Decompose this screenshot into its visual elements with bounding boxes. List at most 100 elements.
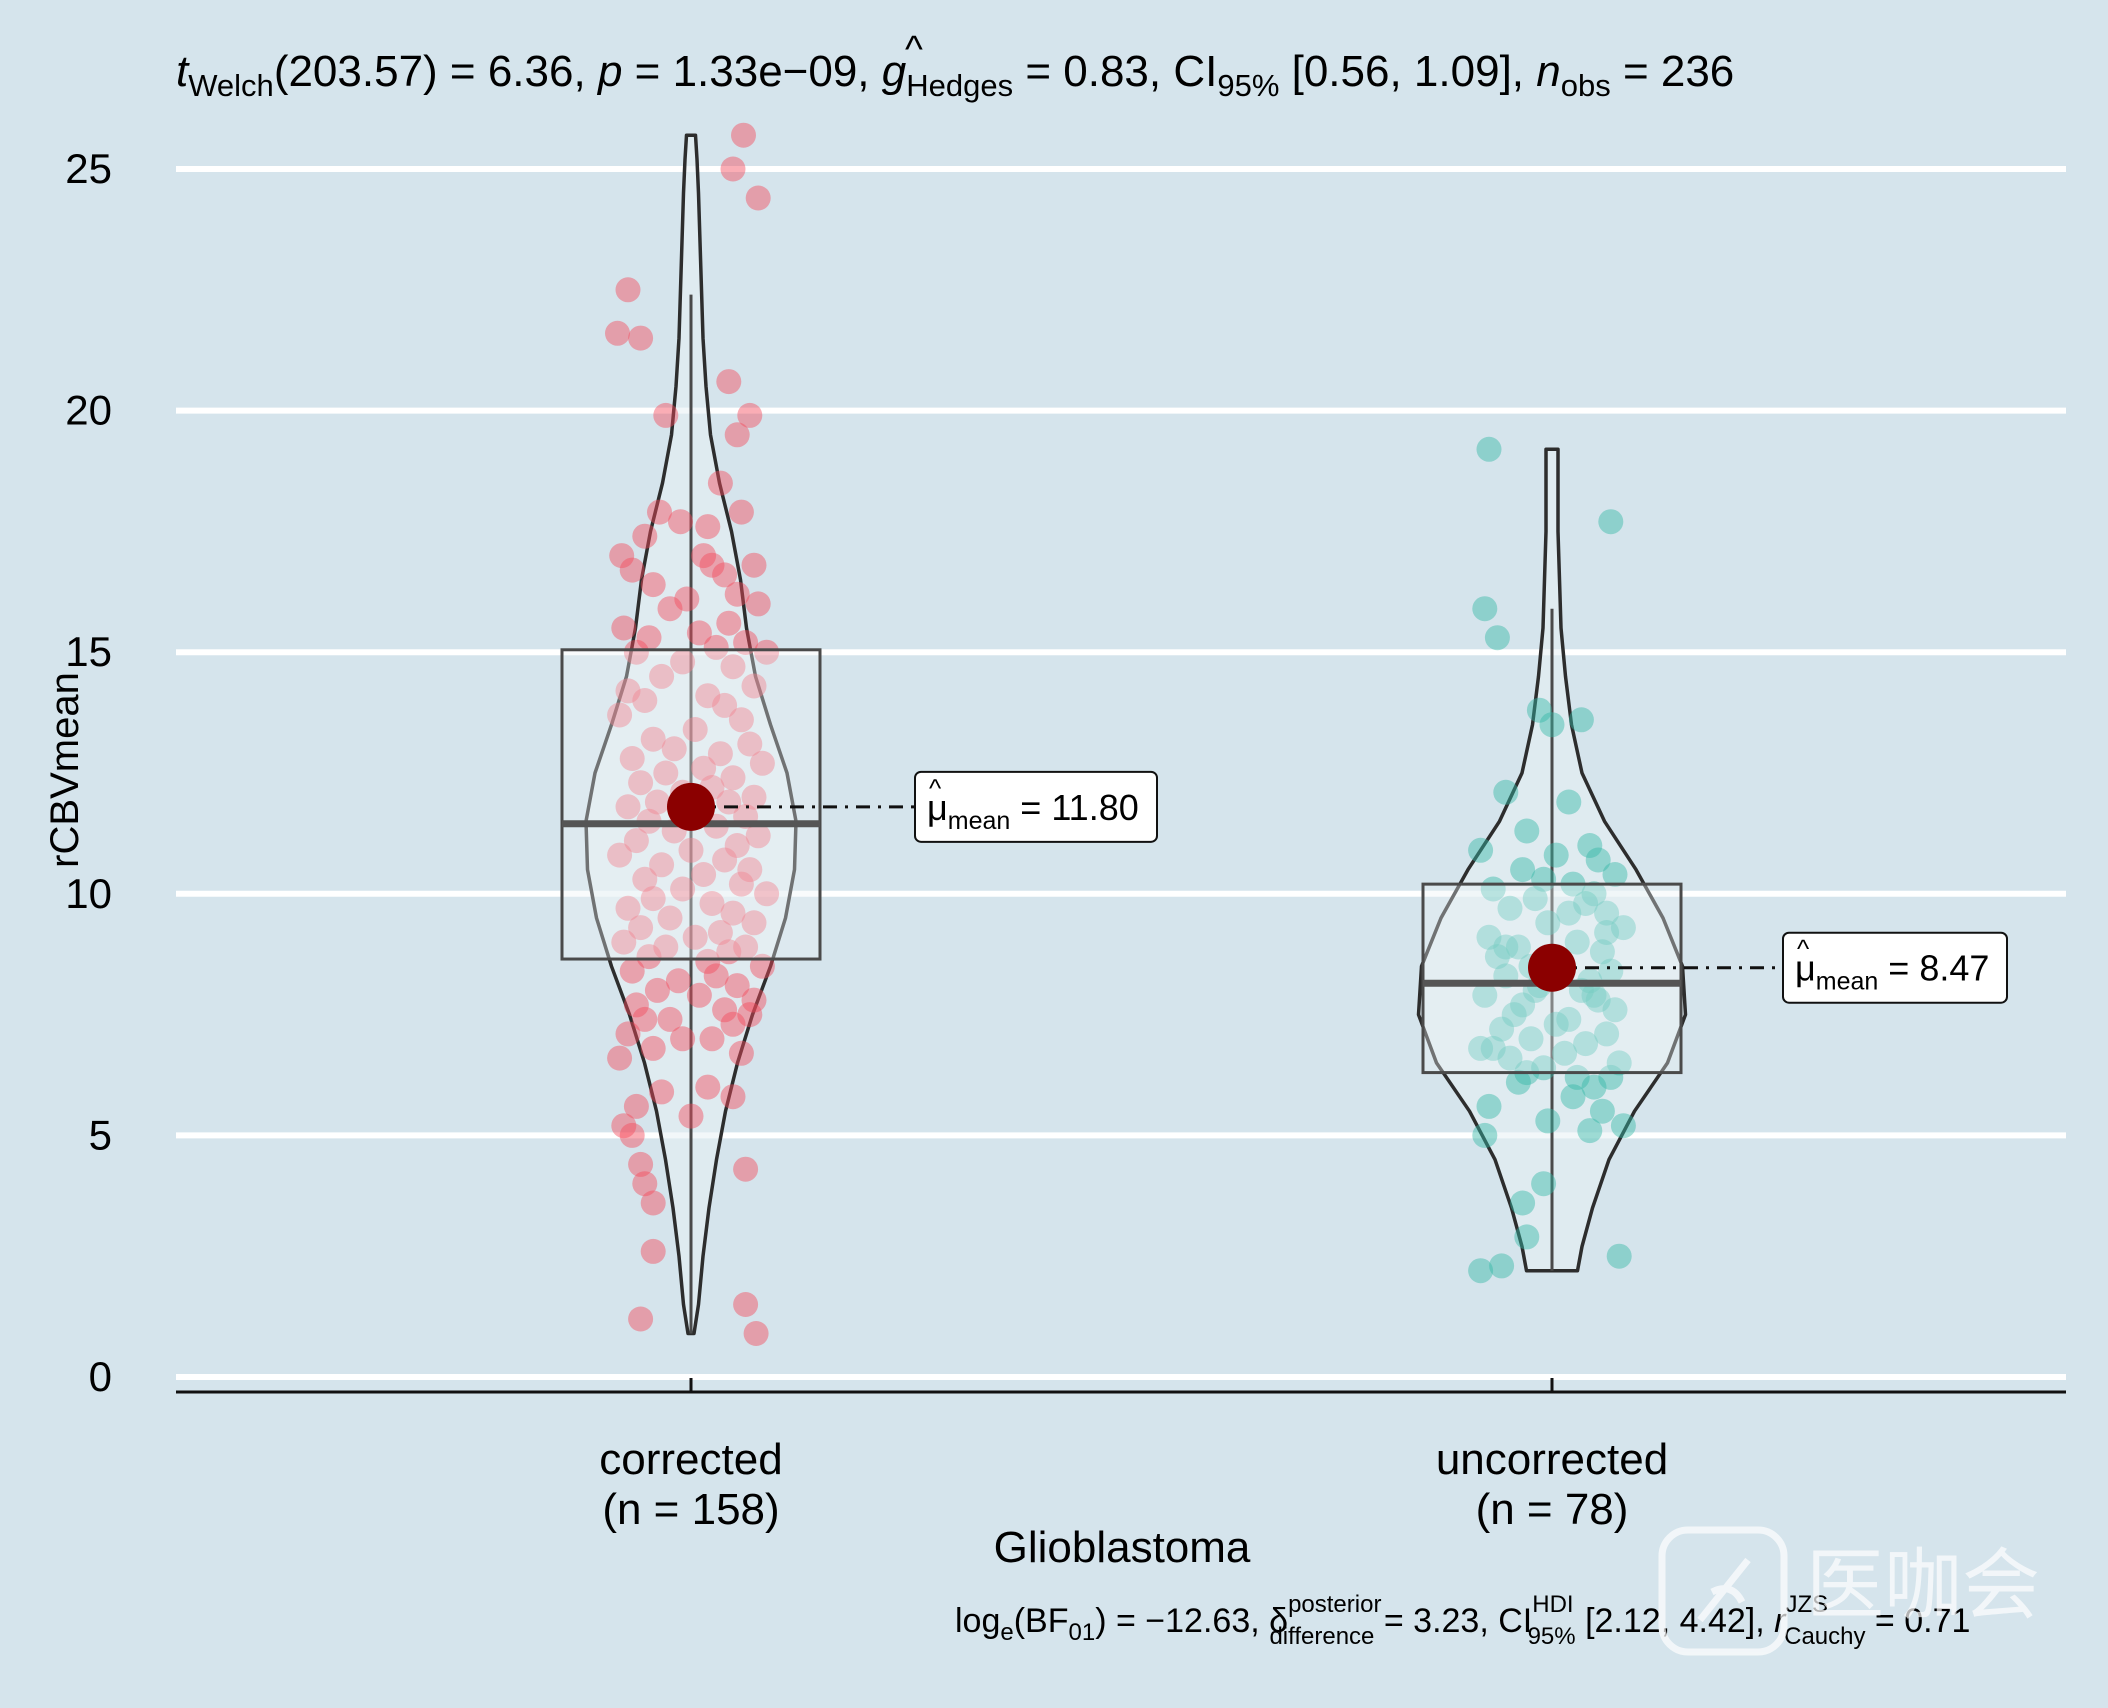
data-point bbox=[1505, 1069, 1531, 1095]
data-point bbox=[1577, 1118, 1603, 1144]
data-point bbox=[649, 852, 675, 878]
data-point bbox=[728, 499, 754, 525]
mean-label-text: μmean = 11.80 bbox=[927, 787, 1139, 835]
data-point bbox=[1568, 707, 1594, 733]
data-point bbox=[1543, 842, 1569, 868]
data-point bbox=[1518, 1026, 1544, 1052]
data-point bbox=[653, 402, 679, 428]
data-point bbox=[699, 1026, 725, 1052]
data-point bbox=[1484, 625, 1510, 651]
x-tick-label-uncorrected: uncorrected bbox=[1436, 1435, 1668, 1484]
data-point bbox=[1531, 1171, 1557, 1197]
data-point bbox=[741, 784, 767, 810]
data-point bbox=[611, 615, 637, 641]
data-point bbox=[745, 591, 771, 617]
plot-groups: μmean = 11.80^corrected(n = 158)μmean = … bbox=[560, 122, 2008, 1534]
data-point bbox=[665, 968, 691, 994]
y-tick-label-25: 25 bbox=[65, 145, 112, 192]
data-point bbox=[1594, 900, 1620, 926]
data-point bbox=[1510, 1190, 1536, 1216]
data-point bbox=[1556, 789, 1582, 815]
data-point bbox=[657, 1006, 683, 1032]
mean-label-text: μmean = 8.47 bbox=[1795, 948, 1989, 996]
data-point bbox=[1610, 1113, 1636, 1139]
data-point bbox=[1598, 509, 1624, 535]
data-point bbox=[1606, 1243, 1632, 1269]
mean-label-box bbox=[1782, 931, 2008, 1004]
data-point bbox=[695, 1074, 721, 1100]
data-point bbox=[1581, 982, 1607, 1008]
data-point bbox=[615, 794, 641, 820]
data-point bbox=[1543, 1011, 1569, 1037]
data-point bbox=[699, 552, 725, 578]
data-point bbox=[1476, 924, 1502, 950]
data-point bbox=[1589, 1098, 1615, 1124]
data-point bbox=[741, 552, 767, 578]
data-point bbox=[1505, 934, 1531, 960]
data-point bbox=[1602, 997, 1628, 1023]
data-point bbox=[1560, 1084, 1586, 1110]
data-point bbox=[728, 1040, 754, 1066]
data-point bbox=[733, 1156, 759, 1182]
data-point bbox=[745, 185, 771, 211]
data-point bbox=[691, 862, 717, 887]
data-point bbox=[1539, 712, 1565, 738]
data-point bbox=[1489, 1253, 1515, 1279]
data-point bbox=[707, 470, 733, 496]
y-axis-label: rCBVmean bbox=[43, 672, 87, 868]
y-tick-label-15: 15 bbox=[65, 628, 112, 675]
data-point bbox=[619, 746, 645, 771]
group-uncorrected: μmean = 8.47^ uncorrected(n = 78) bbox=[1416, 436, 2008, 1534]
data-point bbox=[640, 572, 666, 598]
data-point bbox=[674, 586, 700, 612]
data-point bbox=[686, 982, 712, 1008]
x-tick-label-corrected: corrected bbox=[599, 1435, 782, 1484]
data-point bbox=[628, 915, 654, 941]
data-point bbox=[1484, 944, 1510, 970]
mean-hat: ^ bbox=[1797, 934, 1810, 964]
data-point bbox=[628, 770, 654, 796]
data-point bbox=[712, 997, 738, 1023]
data-point bbox=[1564, 929, 1590, 955]
watermark-logo-mark bbox=[1697, 1557, 1751, 1623]
data-point bbox=[1589, 939, 1615, 965]
data-point bbox=[695, 948, 721, 974]
data-point bbox=[695, 514, 721, 540]
data-point bbox=[699, 891, 725, 916]
data-point bbox=[1594, 920, 1620, 945]
data-point bbox=[731, 122, 756, 148]
data-point bbox=[720, 156, 746, 182]
watermark: 医咖会 bbox=[1658, 1526, 2040, 1656]
data-point bbox=[733, 934, 759, 960]
data-point bbox=[623, 828, 649, 854]
data-point bbox=[1556, 1006, 1582, 1032]
data-point bbox=[1497, 895, 1523, 921]
data-point bbox=[653, 760, 679, 786]
data-point bbox=[611, 1113, 637, 1139]
data-point bbox=[703, 963, 729, 989]
data-point bbox=[724, 833, 750, 858]
data-point bbox=[737, 857, 763, 883]
data-point bbox=[623, 1093, 649, 1119]
data-point bbox=[623, 992, 649, 1018]
data-point bbox=[649, 1079, 675, 1105]
data-point bbox=[632, 523, 658, 549]
y-tick-label-20: 20 bbox=[65, 387, 112, 434]
data-point bbox=[724, 422, 750, 448]
x-tick-n-label-uncorrected: (n = 78) bbox=[1476, 1485, 1629, 1534]
data-point bbox=[657, 905, 683, 931]
data-point bbox=[1602, 862, 1628, 887]
data-point bbox=[636, 944, 662, 970]
data-point bbox=[632, 688, 658, 713]
data-point bbox=[607, 1045, 633, 1071]
data-point bbox=[644, 789, 670, 815]
data-point bbox=[1577, 833, 1603, 858]
data-point bbox=[1573, 891, 1599, 916]
data-point bbox=[749, 750, 775, 776]
data-point bbox=[649, 663, 675, 689]
data-point bbox=[678, 1103, 704, 1129]
data-point bbox=[737, 731, 763, 757]
data-point bbox=[640, 726, 666, 752]
data-point bbox=[640, 886, 666, 912]
